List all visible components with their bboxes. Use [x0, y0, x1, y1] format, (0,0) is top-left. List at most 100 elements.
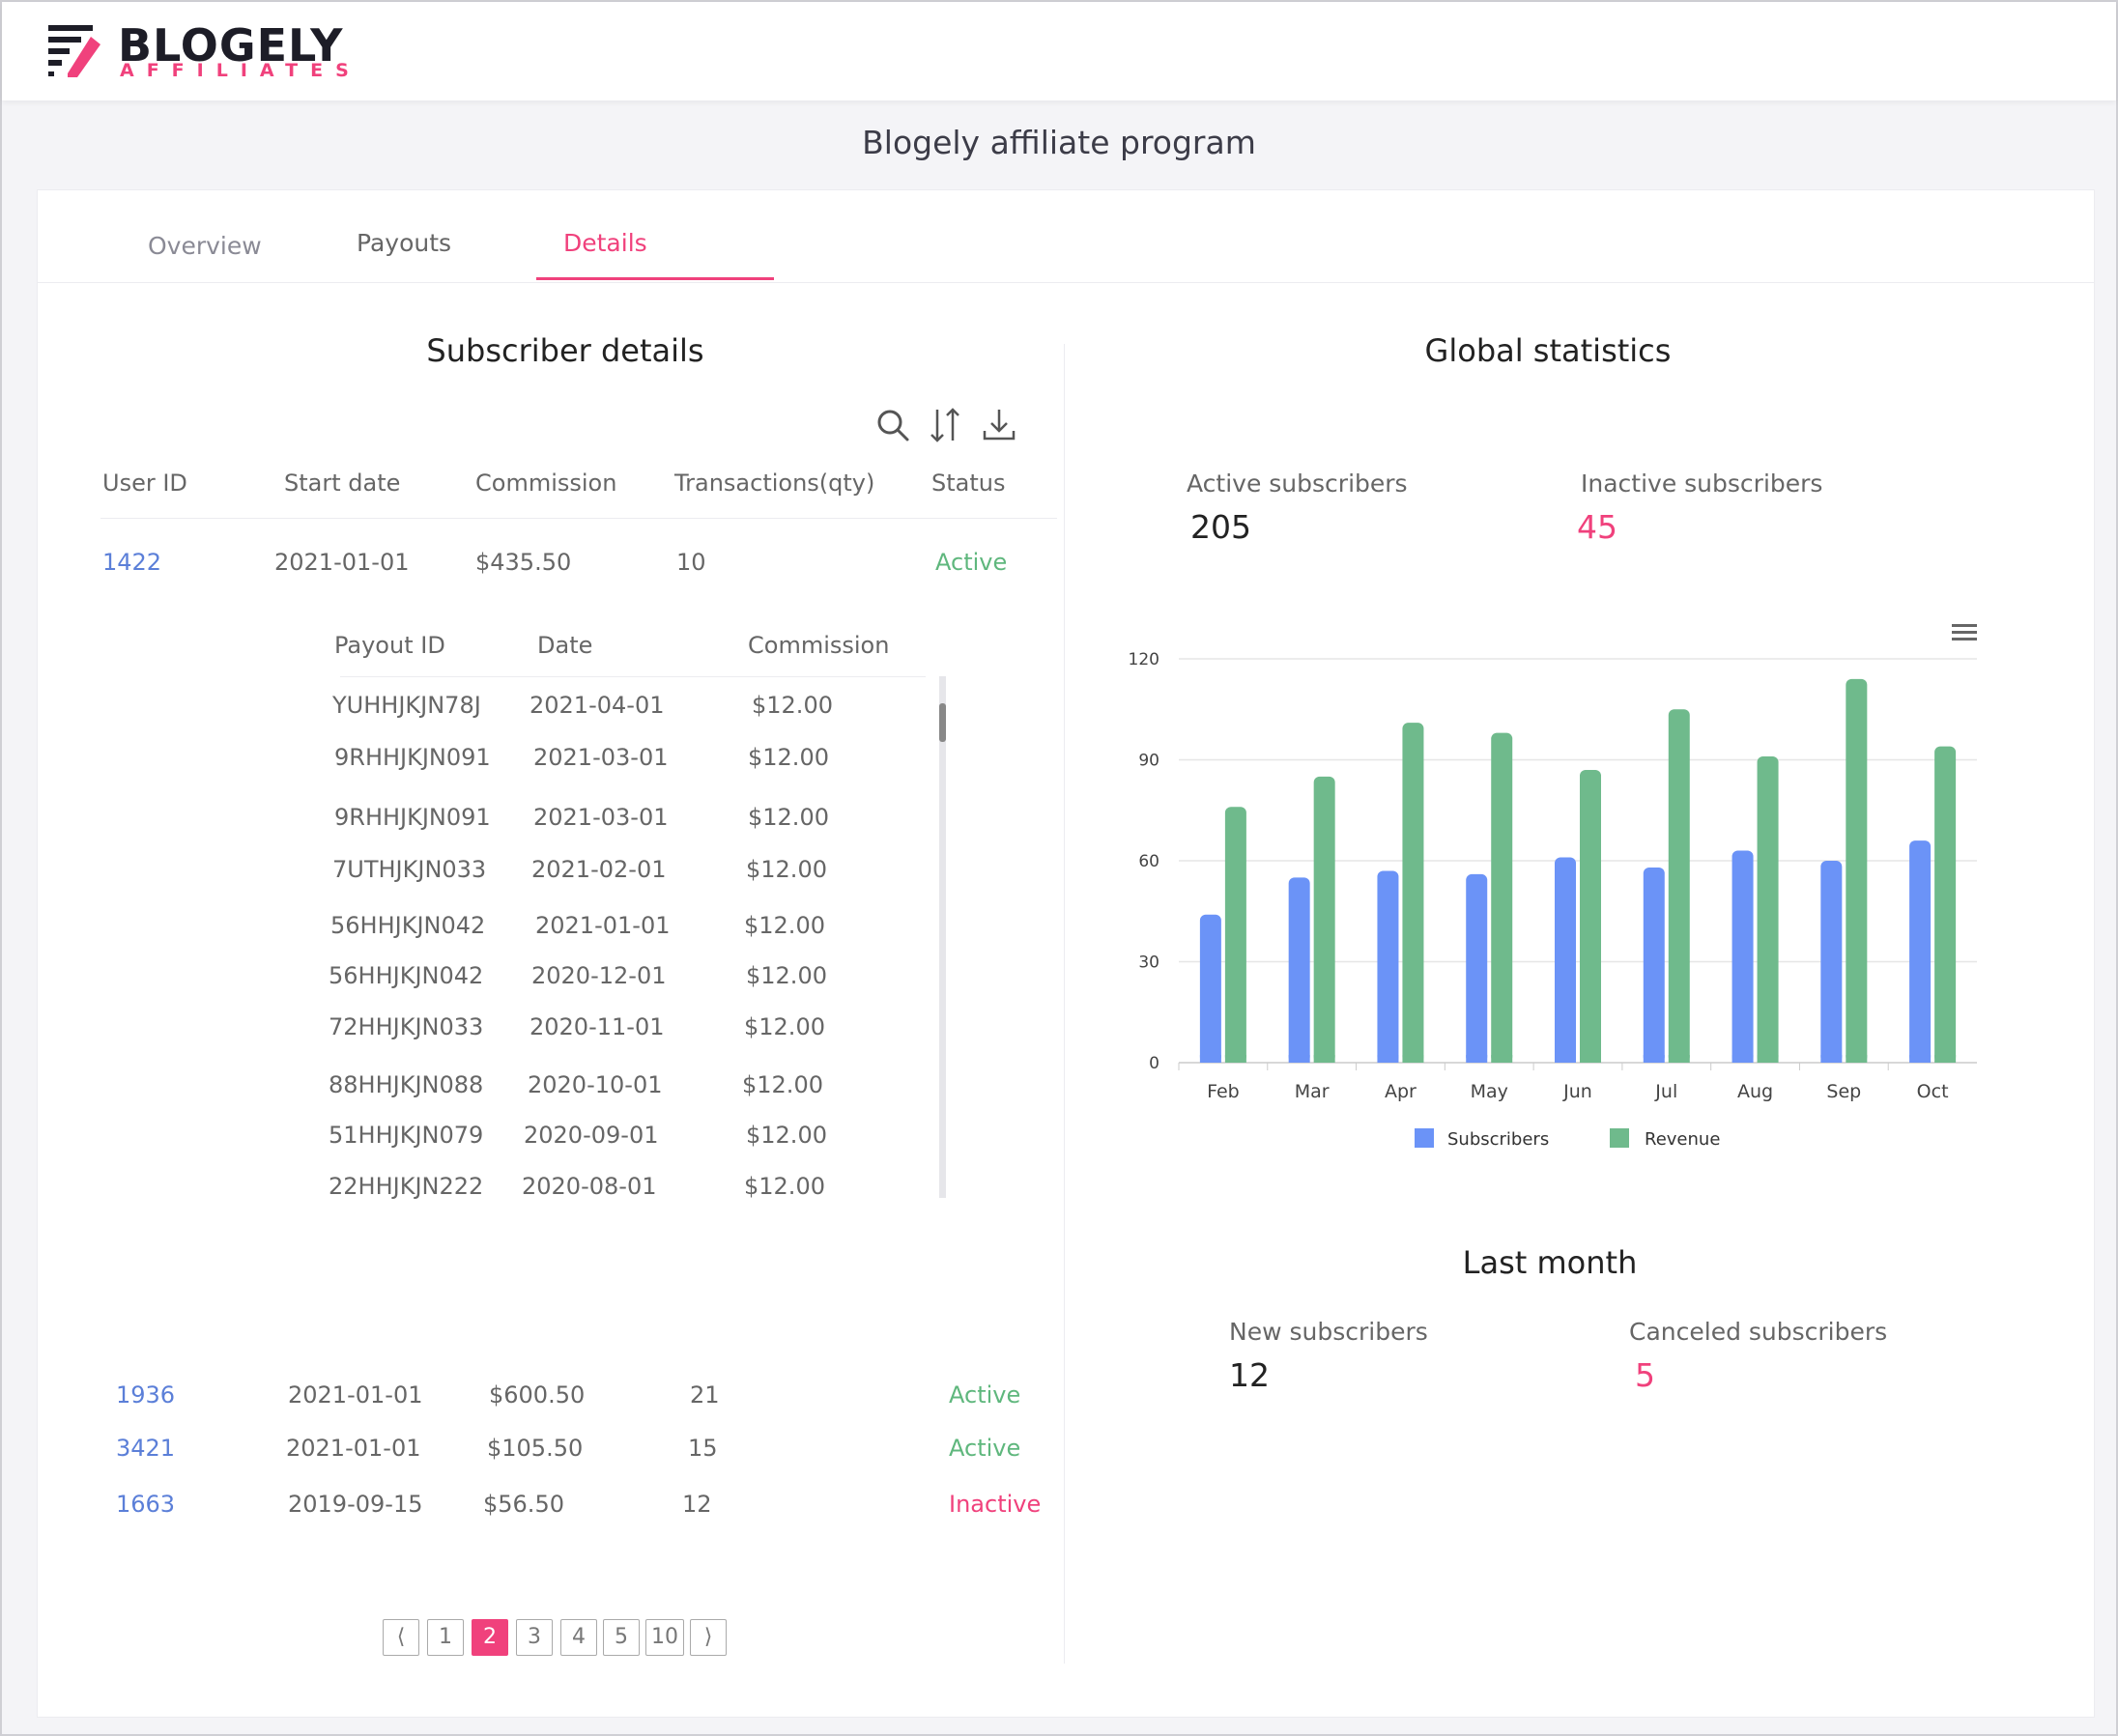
- header-divider: [100, 518, 1057, 519]
- bar-subscribers-jun[interactable]: [1555, 857, 1576, 1063]
- payout-date: 2020-09-01: [524, 1122, 659, 1149]
- search-icon[interactable]: [873, 406, 912, 444]
- chart-menu-icon[interactable]: [1952, 624, 1977, 640]
- bar-revenue-mar[interactable]: [1313, 776, 1335, 1063]
- bar-base: [1580, 1055, 1601, 1063]
- bar-base: [1555, 1055, 1576, 1063]
- pagination-page-3[interactable]: 3: [516, 1619, 553, 1656]
- inactive-subscribers-label: Inactive subscribers: [1581, 470, 1823, 498]
- x-tick-label: Apr: [1385, 1081, 1417, 1102]
- tab-overview[interactable]: Overview: [148, 232, 262, 260]
- bar-subscribers-sep[interactable]: [1820, 861, 1843, 1063]
- tab-payouts[interactable]: Payouts: [357, 229, 452, 257]
- bar-subscribers-aug[interactable]: [1732, 850, 1754, 1063]
- user-id-link[interactable]: 1663: [116, 1491, 176, 1518]
- download-icon[interactable]: [980, 406, 1018, 444]
- canceled-subscribers-value: 5: [1635, 1356, 1655, 1394]
- bar-base: [1909, 1055, 1932, 1063]
- user-id-link[interactable]: 1936: [116, 1381, 176, 1409]
- user-id-link[interactable]: 3421: [116, 1435, 176, 1462]
- bar-revenue-may[interactable]: [1491, 732, 1513, 1063]
- payout-commission: $12.00: [752, 692, 833, 719]
- start-date: 2021-01-01: [286, 1435, 421, 1462]
- payout-id: 56HHJKJN042: [329, 962, 484, 989]
- bar-revenue-jul[interactable]: [1668, 709, 1690, 1063]
- bar-revenue-apr[interactable]: [1402, 723, 1424, 1063]
- new-subscribers-value: 12: [1229, 1356, 1270, 1394]
- col-header-start-date[interactable]: Start date: [284, 470, 401, 497]
- legend-swatch-revenue[interactable]: [1610, 1128, 1629, 1148]
- bar-subscribers-oct[interactable]: [1909, 840, 1932, 1063]
- bar-revenue-aug[interactable]: [1757, 756, 1779, 1063]
- transactions: 21: [690, 1381, 720, 1409]
- start-date: 2021-01-01: [274, 549, 410, 576]
- pagination-page-1[interactable]: 1: [427, 1619, 464, 1656]
- x-tick-label: Mar: [1295, 1081, 1330, 1102]
- bar-subscribers-apr[interactable]: [1377, 870, 1399, 1063]
- col-header-transactions[interactable]: Transactions(qty): [674, 470, 875, 497]
- inactive-subscribers-value: 45: [1577, 508, 1617, 546]
- sort-icon[interactable]: [926, 406, 964, 444]
- bar-base: [1491, 1055, 1513, 1063]
- bar-base: [1402, 1055, 1424, 1063]
- pagination-page-5[interactable]: 5: [603, 1619, 640, 1656]
- bar-revenue-jun[interactable]: [1580, 769, 1601, 1063]
- pagination-prev[interactable]: ⟨: [383, 1619, 419, 1656]
- x-tick-label: Sep: [1826, 1081, 1861, 1102]
- pagination-next[interactable]: ⟩: [690, 1619, 727, 1656]
- payout-date: 2021-01-01: [535, 912, 671, 939]
- payout-date: 2020-08-01: [522, 1173, 657, 1200]
- payout-scrollbar-thumb[interactable]: [939, 703, 946, 742]
- legend-swatch-subscribers[interactable]: [1415, 1128, 1434, 1148]
- tab-details[interactable]: Details: [563, 229, 647, 257]
- x-tick-label: Jun: [1562, 1081, 1592, 1102]
- y-tick-label: 30: [1138, 953, 1159, 973]
- bar-base: [1757, 1055, 1779, 1063]
- payout-date: 2020-12-01: [531, 962, 667, 989]
- y-tick-label: 0: [1149, 1054, 1159, 1073]
- pagination-page-10[interactable]: 10: [645, 1619, 684, 1656]
- bar-subscribers-jul[interactable]: [1643, 867, 1665, 1063]
- bar-subscribers-feb[interactable]: [1199, 914, 1221, 1063]
- brand-logo[interactable]: BLOGELY AFFILIATES: [46, 19, 365, 81]
- transactions: 15: [688, 1435, 718, 1462]
- col-header-status[interactable]: Status: [931, 470, 1006, 497]
- payout-id: 22HHJKJN222: [329, 1173, 484, 1200]
- payout-commission: $12.00: [746, 962, 827, 989]
- bar-revenue-sep[interactable]: [1846, 678, 1868, 1063]
- bar-base: [1377, 1055, 1399, 1063]
- bar-subscribers-mar[interactable]: [1288, 877, 1310, 1063]
- bar-base: [1466, 1055, 1488, 1063]
- bar-revenue-oct[interactable]: [1934, 746, 1957, 1063]
- legend-label-subscribers[interactable]: Subscribers: [1447, 1129, 1549, 1150]
- transactions: 10: [676, 549, 706, 576]
- active-subscribers-value: 205: [1190, 508, 1251, 546]
- payout-scrollbar[interactable]: [939, 676, 946, 1198]
- page-title: Blogely affiliate program: [862, 124, 1256, 161]
- pagination-page-2[interactable]: 2: [472, 1619, 508, 1656]
- col-header-commission[interactable]: Commission: [475, 470, 617, 497]
- payout-commission: $12.00: [744, 1013, 825, 1040]
- bar-base: [1313, 1055, 1335, 1063]
- global-statistics-title: Global statistics: [1424, 332, 1672, 369]
- status-badge: Active: [935, 549, 1008, 576]
- y-tick-label: 60: [1138, 852, 1159, 871]
- bar-revenue-feb[interactable]: [1224, 807, 1246, 1063]
- x-tick-label: Oct: [1917, 1081, 1949, 1102]
- payout-id: 72HHJKJN033: [329, 1013, 484, 1040]
- commission: $56.50: [483, 1491, 564, 1518]
- user-id-link[interactable]: 1422: [102, 549, 162, 576]
- col-header-user-id[interactable]: User ID: [102, 470, 187, 497]
- payout-commission: $12.00: [744, 912, 825, 939]
- last-month-title: Last month: [1462, 1244, 1638, 1281]
- x-tick-label: Feb: [1207, 1081, 1240, 1102]
- payout-date: 2021-04-01: [530, 692, 665, 719]
- active-tab-indicator: [536, 277, 774, 280]
- legend-label-revenue[interactable]: Revenue: [1645, 1129, 1720, 1150]
- pagination-page-4[interactable]: 4: [560, 1619, 597, 1656]
- payout-header-divider: [340, 676, 926, 677]
- bar-subscribers-may[interactable]: [1466, 873, 1488, 1063]
- commission: $600.50: [489, 1381, 586, 1409]
- payout-col-header-id: Payout ID: [334, 632, 445, 659]
- bar-base: [1846, 1055, 1868, 1063]
